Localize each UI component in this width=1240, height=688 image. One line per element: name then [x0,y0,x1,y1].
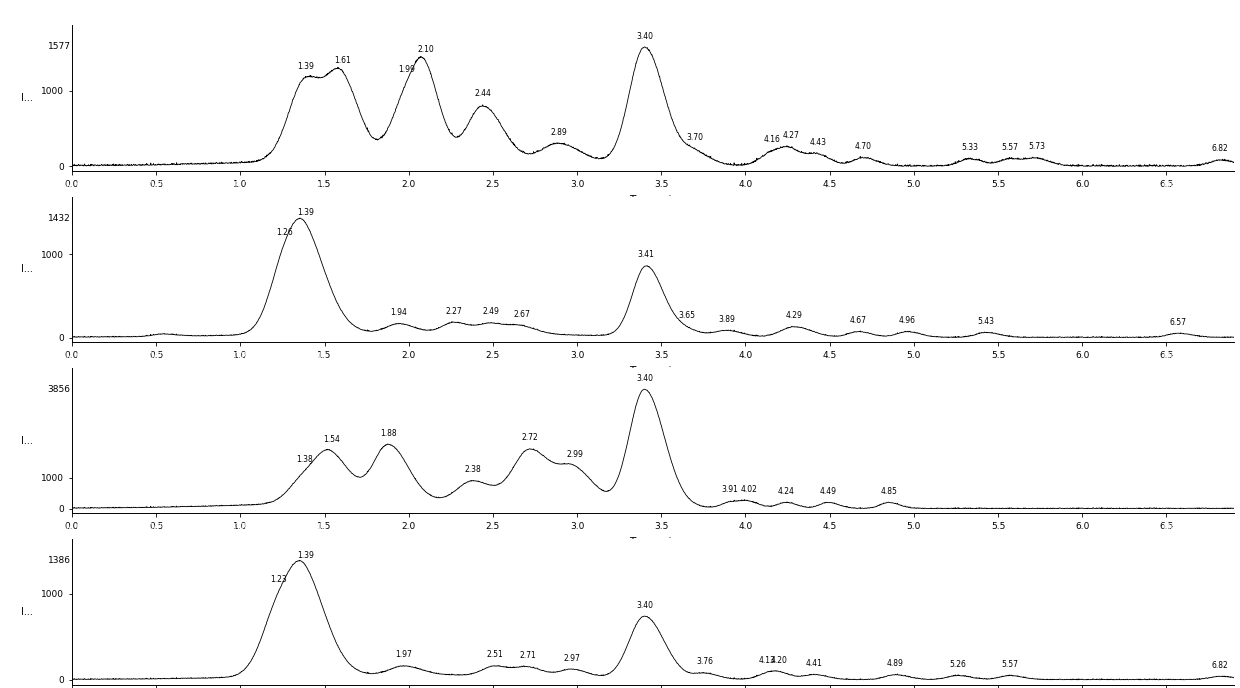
Text: 4.89: 4.89 [887,659,904,668]
Text: 4.16: 4.16 [764,135,781,144]
Text: 3.40: 3.40 [636,374,653,383]
Y-axis label: I...: I... [21,264,33,275]
Text: 4.13: 4.13 [759,656,776,665]
Text: 4.49: 4.49 [820,487,837,496]
Text: 4.96: 4.96 [899,316,915,325]
Text: 4.20: 4.20 [771,656,787,665]
Text: 2.97: 2.97 [564,654,580,663]
Text: 5.33: 5.33 [961,143,978,152]
Text: 1432: 1432 [48,213,71,223]
Text: 6.82: 6.82 [1211,660,1229,669]
Text: Max. 3856.5 cps: Max. 3856.5 cps [1163,352,1234,361]
Text: 1.39: 1.39 [298,208,315,217]
Text: 4.29: 4.29 [786,312,802,321]
Text: 2.51: 2.51 [486,650,503,660]
Text: 2.99: 2.99 [567,450,584,459]
Text: 4.67: 4.67 [849,316,867,325]
Text: 3856: 3856 [48,385,71,394]
Text: 1.97: 1.97 [396,650,412,659]
Text: 2.10: 2.10 [417,45,434,54]
Text: 1.39: 1.39 [298,551,315,560]
Text: 3.65: 3.65 [678,311,696,320]
X-axis label: Time, min: Time, min [629,537,677,547]
Text: 4.02: 4.02 [740,486,758,495]
Text: 1.23: 1.23 [270,574,288,583]
Y-axis label: I...: I... [21,436,33,446]
Text: ■ XIC of +MRM (4 pairs): 582.000/263.000 Da ID: STR 2 from Sample 49: ■ XIC of +MRM (4 pairs): 582.000/263.000… [6,181,321,190]
Text: 3.40: 3.40 [636,32,653,41]
Y-axis label: I...: I... [21,607,33,616]
Text: 4.85: 4.85 [880,486,897,495]
Text: 5.43: 5.43 [978,316,994,325]
Text: 5.26: 5.26 [949,660,966,669]
Y-axis label: I...: I... [21,94,33,103]
Text: 1.61: 1.61 [335,56,351,65]
Text: 2.71: 2.71 [520,652,537,660]
Text: 4.24: 4.24 [777,487,795,496]
Text: 4.70: 4.70 [854,142,872,151]
Text: 1.38: 1.38 [296,455,312,464]
Text: Max. 1431.6 cps: Max. 1431.6 cps [1163,181,1234,190]
Text: ■ XIC of +MRM (4 pairs): 584.000/263.000 Da ID: DSTR 2 from Sample 49: ■ XIC of +MRM (4 pairs): 584.000/263.000… [6,524,327,533]
Text: 1.99: 1.99 [398,65,415,74]
Text: 5.57: 5.57 [1002,143,1018,152]
Text: 1.88: 1.88 [381,429,397,438]
Text: 5.57: 5.57 [1002,660,1018,669]
Text: 4.41: 4.41 [806,659,823,668]
Text: 1.39: 1.39 [298,62,315,71]
Text: 1386: 1386 [48,556,71,565]
Text: 3.40: 3.40 [636,601,653,610]
Text: 5.73: 5.73 [1028,142,1045,151]
Text: 3.76: 3.76 [697,657,713,667]
Text: 4.27: 4.27 [782,131,800,140]
Text: 4.43: 4.43 [810,138,826,147]
Text: 6.82: 6.82 [1211,144,1229,153]
Text: 2.72: 2.72 [522,433,538,442]
Text: ■ XIC of +MRM (4 pairs): 584.000/246.000 Da ID: DSTR 1 from Sample 49: ■ XIC of +MRM (4 pairs): 584.000/246.000… [6,352,327,361]
Text: 1.26: 1.26 [275,228,293,237]
Text: 3.41: 3.41 [637,250,655,259]
Text: 2.27: 2.27 [446,307,463,316]
Text: 3.91: 3.91 [722,486,739,495]
Text: 1.54: 1.54 [322,435,340,444]
Text: 2.67: 2.67 [513,310,529,319]
X-axis label: Time, min: Time, min [629,195,677,205]
Text: ■ XIC of +MRM (4 pairs): 582.000/246.000 Da ID: STR 1 from Sample 49: ■ XIC of +MRM (4 pairs): 582.000/246.000… [6,10,321,19]
Text: 3.70: 3.70 [687,133,703,142]
Text: Max. 1386.4 cps: Max. 1386.4 cps [1163,524,1234,533]
Text: Max. 1577.1 cps: Max. 1577.1 cps [1163,10,1234,19]
Text: 2.49: 2.49 [482,307,500,316]
Text: 6.57: 6.57 [1169,318,1187,327]
Text: 3.89: 3.89 [718,314,735,323]
Text: 2.38: 2.38 [464,465,481,474]
Text: 2.44: 2.44 [475,89,491,98]
Text: 1577: 1577 [48,43,71,52]
Text: 2.89: 2.89 [551,128,567,137]
X-axis label: Time, min: Time, min [629,366,677,376]
Text: 1.94: 1.94 [391,308,407,317]
